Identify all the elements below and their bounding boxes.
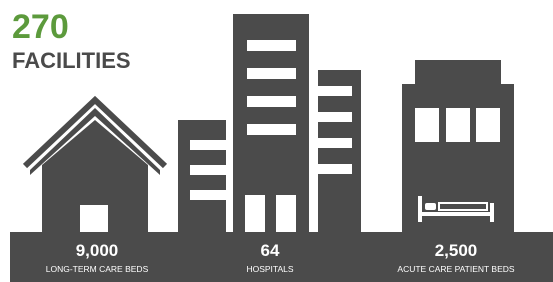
facility-count: 270 xyxy=(12,8,69,46)
stat-label: ACUTE CARE PATIENT BEDS xyxy=(397,264,514,274)
facility-label: FACILITIES xyxy=(12,48,131,73)
stat-value: 9,000 xyxy=(76,241,119,260)
stat-value: 64 xyxy=(261,241,280,260)
stat-label: LONG-TERM CARE BEDS xyxy=(46,264,149,274)
stat-value: 2,500 xyxy=(435,241,478,260)
stat-label: HOSPITALS xyxy=(246,264,293,274)
infographic: 270 FACILITIES xyxy=(0,0,553,282)
